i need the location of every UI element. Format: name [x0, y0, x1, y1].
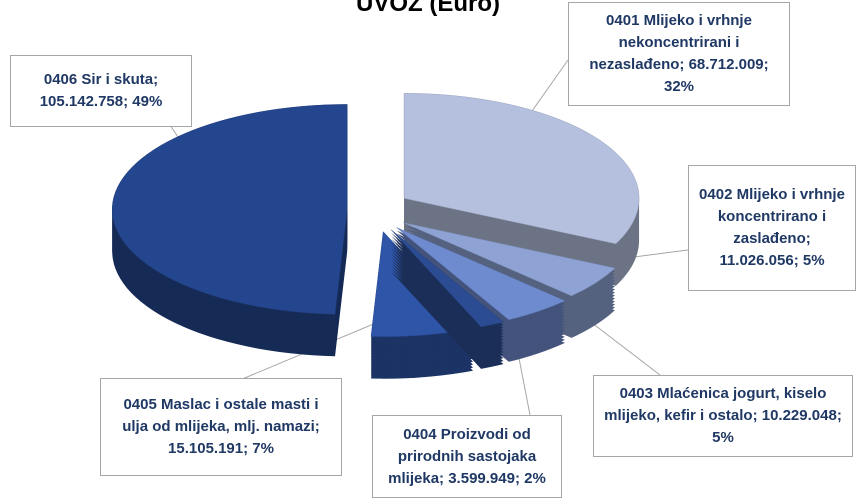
label-part: 5%: [802, 252, 825, 269]
label-part: 15.105.191: [168, 440, 244, 457]
label-part: 0404 Proizvodi od prirodnih sastojaka ml…: [388, 425, 537, 487]
label-part: ;: [752, 407, 762, 424]
slice: [403, 222, 616, 297]
label-part: ;: [805, 230, 811, 247]
label-part: 32%: [663, 78, 695, 95]
slice: [391, 229, 505, 328]
label-part: ;: [679, 56, 689, 73]
label-part: 0402 Mlijeko i vrhnje koncentrirano i za…: [699, 186, 845, 247]
data-label-text: 0401 Mlijeko i vrhnje nekoncentrirani i …: [577, 10, 781, 98]
data-label-text: 0402 Mlijeko i vrhnje koncentrirano i za…: [697, 184, 847, 272]
label-part: 0405 Maslac i ostale masti i ulja od mli…: [122, 396, 319, 435]
label-part: ;: [153, 71, 159, 88]
label-part: ;: [439, 469, 449, 487]
label-part: ;: [314, 418, 320, 435]
label-part: ;: [123, 93, 133, 110]
data-label: 0403 Mlaćenica jogurt, kiselo mlijeko, k…: [593, 375, 853, 457]
label-part: 3.599.949: [448, 469, 515, 487]
label-part: 49%: [132, 93, 163, 110]
slice: [111, 104, 348, 315]
label-part: ;: [514, 469, 525, 487]
label-part: 11.026.056: [719, 252, 794, 269]
slice: [396, 227, 566, 321]
label-part: ;: [793, 252, 803, 269]
label-part: 10.229.048: [761, 407, 837, 424]
label-part: 68.712.009: [688, 56, 764, 73]
data-label: 0402 Mlijeko i vrhnje koncentrirano i za…: [688, 165, 856, 291]
chart-title: UVOZ (Euro): [356, 0, 500, 17]
data-label-text: 0406 Sir i skuta; 105.142.758; 49%: [19, 69, 183, 113]
data-label: 0405 Maslac i ostale masti i ulja od mli…: [100, 378, 342, 476]
data-label-text: 0405 Maslac i ostale masti i ulja od mli…: [109, 394, 333, 460]
data-label: 0401 Mlijeko i vrhnje nekoncentrirani i …: [568, 2, 790, 106]
label-part: ;: [243, 440, 253, 457]
label-part: 0403 Mlaćenica jogurt, kiselo mlijeko, k…: [604, 385, 827, 424]
label-part: ;: [836, 407, 842, 424]
label-part: 0401 Mlijeko i vrhnje nekoncentrirani i …: [589, 12, 752, 73]
data-label: 0404 Proizvodi od prirodnih sastojaka ml…: [372, 415, 562, 498]
data-label-text: 0404 Proizvodi od prirodnih sastojaka ml…: [381, 424, 553, 490]
data-label: 0406 Sir i skuta; 105.142.758; 49%: [10, 55, 192, 127]
slice: [403, 93, 640, 245]
label-part: 0406 Sir i skuta: [43, 71, 154, 88]
label-part: 7%: [252, 440, 274, 457]
label-part: 2%: [524, 469, 546, 487]
label-part: ;: [763, 56, 769, 73]
label-part: 5%: [712, 429, 734, 446]
data-label-text: 0403 Mlaćenica jogurt, kiselo mlijeko, k…: [602, 383, 844, 449]
label-part: 105.142.758: [39, 93, 124, 110]
